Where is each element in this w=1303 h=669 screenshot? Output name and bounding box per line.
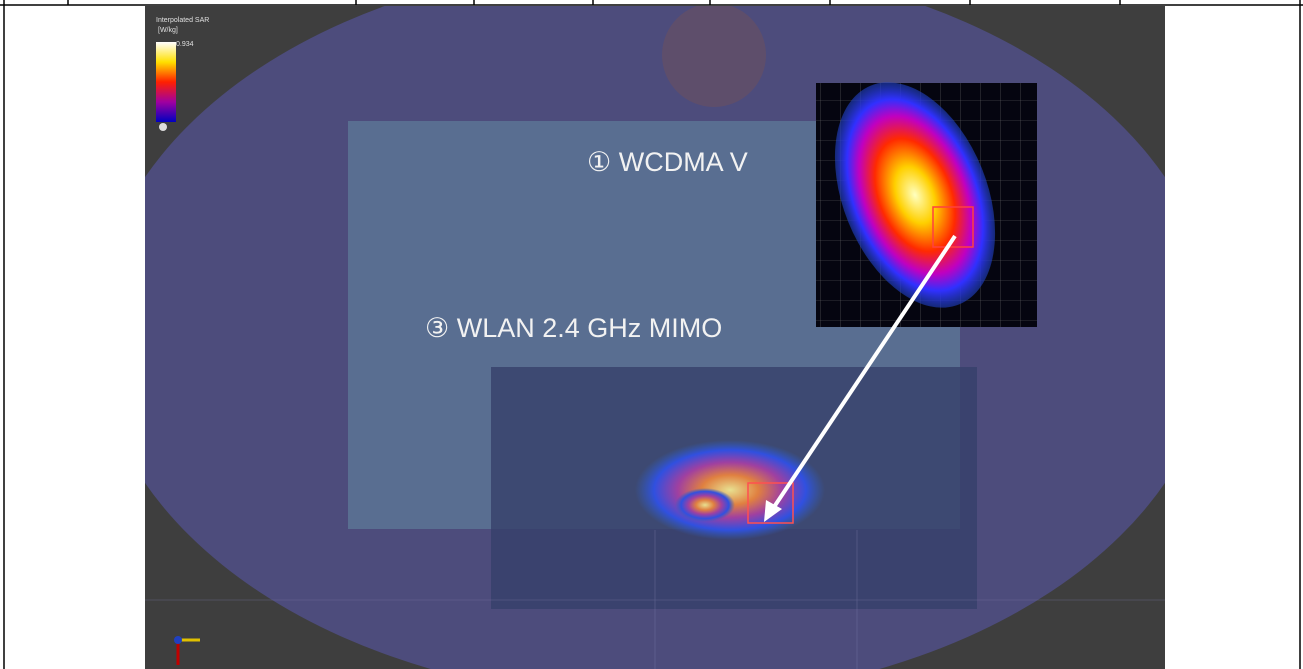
label-wcdma: ① WCDMA V (587, 147, 748, 177)
legend-unit: [W/kg] (158, 27, 178, 34)
legend-title: Interpolated SAR (156, 17, 209, 24)
page: Interpolated SAR [W/kg] 0.934 ① WCDMA V … (0, 0, 1303, 669)
sar-image: Interpolated SAR [W/kg] 0.934 ① WCDMA V … (95, 0, 1215, 669)
label-wlan: ③ WLAN 2.4 GHz MIMO (425, 313, 722, 343)
legend-max: 0.934 (176, 41, 194, 48)
